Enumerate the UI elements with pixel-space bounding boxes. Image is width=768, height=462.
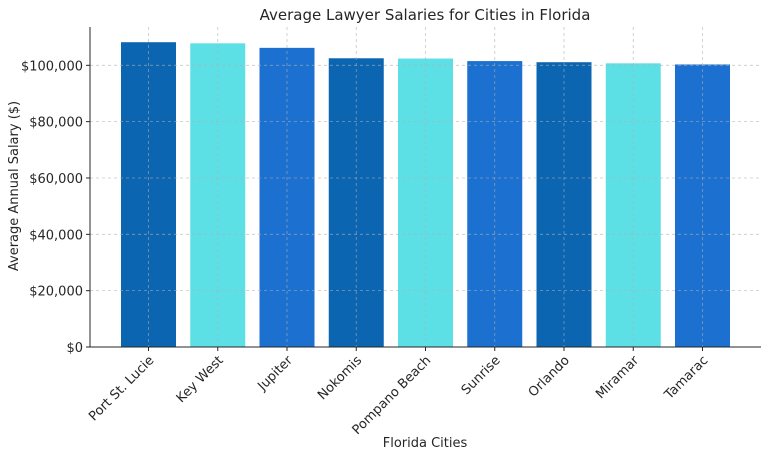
x-axis-ticks: Port St. Lucie Key West Jupiter NokomisPomp… xyxy=(86,347,711,438)
y-axis-ticks: $0 $20,000 $40,000 $60,000 $80,000 $100,000 xyxy=(21,59,90,356)
chart-title: Average Lawyer Salaries for Cities in Fl… xyxy=(260,6,591,24)
x-axis-label: Florida Cities xyxy=(383,436,468,451)
y-tick-label: $40,000 xyxy=(29,228,83,243)
y-tick-label: $100,000 xyxy=(21,59,83,74)
y-tick-label: $80,000 xyxy=(29,116,83,131)
x-tick-label: Tamarac xyxy=(661,353,711,403)
y-tick-label: $20,000 xyxy=(29,285,83,300)
x-tick-label: Sunrise xyxy=(459,353,504,398)
x-tick-label: Nokomis xyxy=(315,353,365,403)
y-tick-label: $0 xyxy=(66,341,83,356)
x-tick-label: Key West xyxy=(174,353,227,406)
y-tick-label: $60,000 xyxy=(29,172,83,187)
x-tick-label: Miramar xyxy=(593,353,642,402)
x-tick-label: Orlando xyxy=(526,353,573,400)
y-axis-label: Average Annual Salary ($) xyxy=(7,101,22,271)
x-tick-label: Port St. Lucie xyxy=(86,353,157,424)
x-tick-label: Jupiter xyxy=(255,353,297,395)
